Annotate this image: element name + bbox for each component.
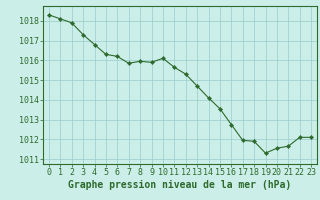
X-axis label: Graphe pression niveau de la mer (hPa): Graphe pression niveau de la mer (hPa) xyxy=(68,180,292,190)
